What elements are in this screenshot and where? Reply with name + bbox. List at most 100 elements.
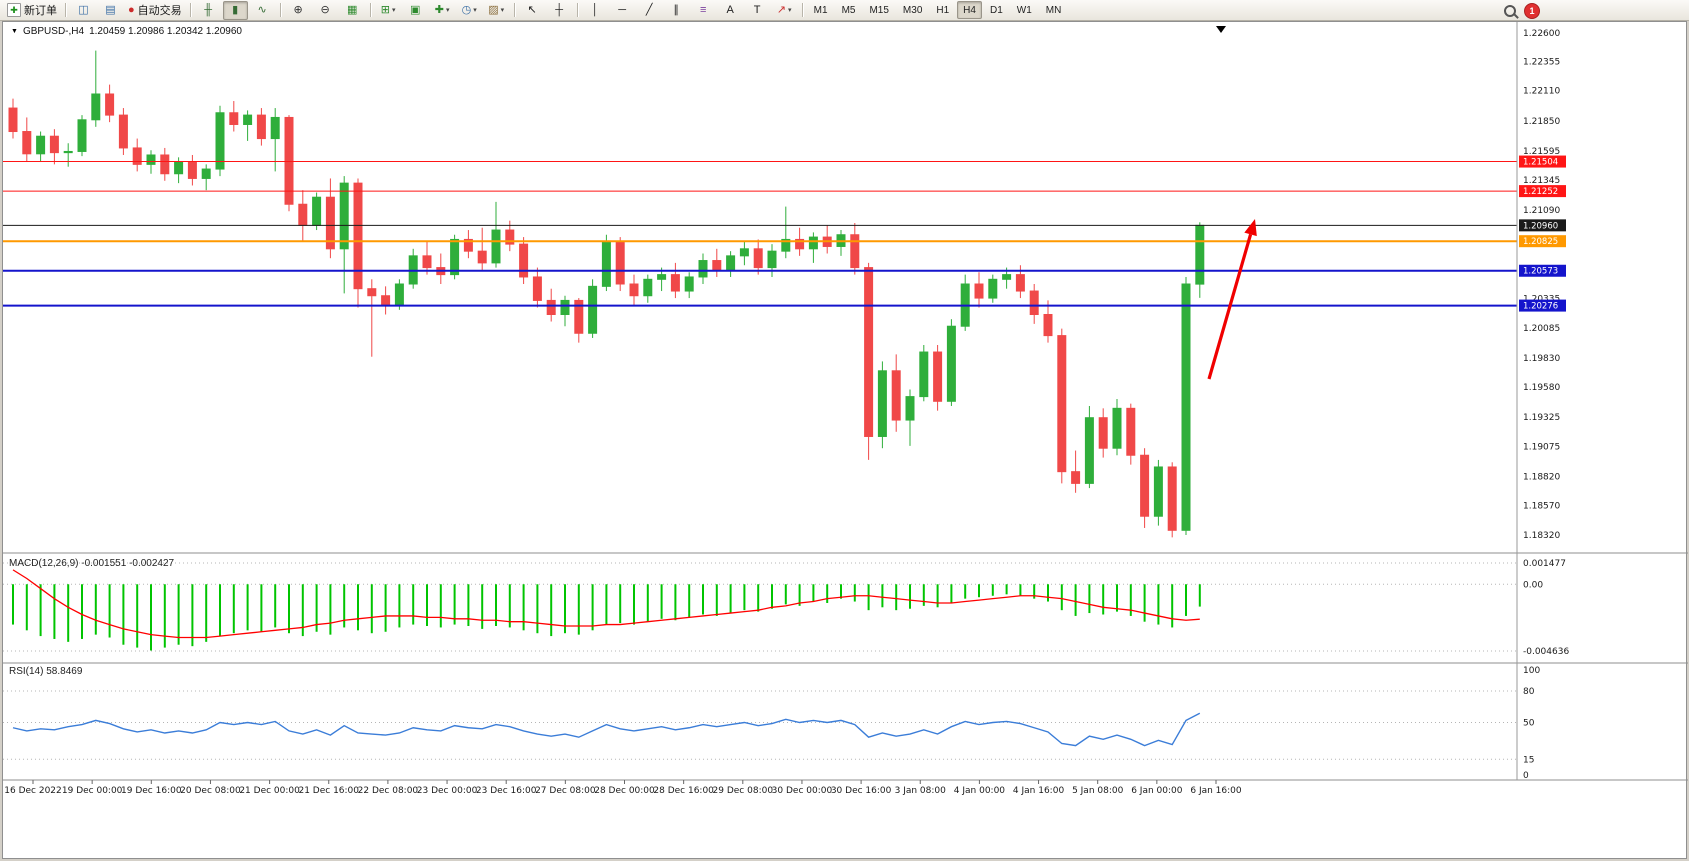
price-label-text: 1.20573 [1523, 267, 1558, 277]
cursor-button[interactable]: ↖ [520, 1, 545, 20]
vline-icon: │ [591, 3, 599, 16]
candle-body [601, 241, 611, 287]
bar-chart-icon: ╫ [204, 3, 213, 16]
candle-body [298, 203, 308, 226]
candle-body [1126, 407, 1136, 456]
candle-body [270, 116, 280, 140]
text-button[interactable]: A [718, 1, 743, 20]
timeframe-m30[interactable]: M30 [902, 4, 923, 16]
rsi-axis-tick: 80 [1523, 687, 1535, 697]
candle-body [1195, 224, 1205, 285]
trendline-button[interactable]: ╱ [637, 1, 662, 20]
candle-body [1098, 417, 1108, 449]
price-axis-tick: 1.18820 [1523, 472, 1560, 482]
fibonacci-button[interactable]: ≡ [691, 1, 716, 20]
timeframe-m15[interactable]: M15 [869, 4, 889, 16]
chevron-down-icon[interactable]: ▼ [11, 28, 18, 35]
arrange-charts-button[interactable]: ▣ [403, 1, 428, 20]
time-axis-label: 28 Dec 00:00 [594, 786, 655, 796]
label-icon: T [753, 3, 761, 16]
toolbar-separator [576, 3, 578, 17]
templates-button[interactable]: ▨ ▾ [484, 1, 509, 20]
zoom-out-button[interactable]: ⊖ [313, 1, 338, 20]
price-label-text: 1.21504 [1523, 158, 1558, 168]
chevron-down-icon: ▾ [446, 7, 450, 14]
time-axis-label: 30 Dec 16:00 [831, 786, 892, 796]
rsi-axis-tick: 50 [1523, 719, 1535, 729]
indicators-icon: ✚ [434, 3, 444, 16]
periods-button[interactable]: ◷ ▾ [457, 1, 482, 20]
candle-body [339, 182, 349, 250]
notification-badge[interactable]: 1 [1524, 3, 1540, 19]
tile-windows-button[interactable]: ▦ [340, 1, 365, 20]
candle-body [229, 112, 239, 125]
line-chart-button[interactable]: ∿ [250, 1, 275, 20]
time-axis-label: 5 Jan 08:00 [1072, 786, 1124, 796]
autotrading-button-label: 自动交易 [137, 5, 182, 17]
candle-body [243, 114, 253, 125]
candle-body [588, 285, 598, 334]
candle-body [864, 267, 874, 437]
new-order-icon: ✚ [7, 3, 21, 17]
price-label-box [1519, 219, 1566, 232]
candle-body [850, 234, 860, 269]
candle-body [877, 370, 887, 437]
chevron-down-icon: ▾ [392, 7, 396, 14]
arrows-button[interactable]: ↗ ▾ [772, 1, 797, 20]
timeframe-h4[interactable]: H4 [957, 1, 982, 19]
price-axis-tick: 1.19325 [1523, 413, 1560, 423]
equidistant-channel-button[interactable]: ∥ [664, 1, 689, 20]
timeframe-mn[interactable]: MN [1045, 4, 1062, 16]
text-label-button[interactable]: T [745, 1, 770, 20]
price-label-text: 1.20960 [1523, 221, 1558, 231]
zoom-in-button[interactable]: ⊕ [286, 1, 311, 20]
trend-arrow-head[interactable] [1244, 219, 1257, 237]
candle-body [450, 238, 460, 276]
candle-body [643, 278, 653, 297]
bar-chart-button[interactable]: ╫ [196, 1, 221, 20]
time-axis-label: 3 Jan 08:00 [895, 786, 947, 796]
candle-body [463, 238, 473, 252]
crosshair-button[interactable]: ┼ [547, 1, 572, 20]
candle-body [36, 135, 46, 155]
candle-body [160, 154, 170, 175]
new-chart-button[interactable]: ⊞ ▾ [376, 1, 401, 20]
data-window-button[interactable]: ▤ [98, 1, 123, 20]
profiles-button[interactable]: ◫ [71, 1, 96, 20]
price-axis-tick: 1.21345 [1523, 176, 1560, 186]
timeframe-m5[interactable]: M5 [841, 4, 856, 16]
gbpusd-h4-chart-canvas[interactable]: 1.22600 1.22355 1.22110 1.21850 1.21595 1.213… [3, 22, 1688, 858]
timeframe-h1[interactable]: H1 [936, 4, 950, 16]
symbol-timeframe-label: GBPUSD-,H4 [22, 26, 85, 37]
indicators-button[interactable]: ✚ ▾ [430, 1, 455, 20]
candlestick-chart-button[interactable]: ▮ [222, 0, 248, 20]
autotrading-button[interactable]: ● 自动交易 [125, 1, 185, 20]
toolbar-separator [513, 3, 515, 17]
timeframe-d1[interactable]: D1 [989, 4, 1003, 16]
candle-body [629, 283, 639, 297]
price-axis-tick: 1.18570 [1523, 502, 1560, 512]
search-icon[interactable] [1504, 5, 1516, 17]
price-axis-tick: 1.22355 [1523, 58, 1560, 68]
macd-axis-tick: 0.001477 [1523, 559, 1566, 569]
trend-arrow-line[interactable] [1207, 233, 1253, 380]
candle-body [1181, 283, 1191, 531]
candle-body [1015, 274, 1025, 292]
new-order-button[interactable]: ✚ 新订单 [4, 1, 60, 20]
candle-body [739, 248, 749, 257]
vertical-line-button[interactable]: │ [583, 1, 608, 20]
timeframe-w1[interactable]: W1 [1016, 4, 1032, 16]
candle-body [712, 260, 722, 271]
chart-shift-marker[interactable] [1216, 26, 1226, 33]
toolbar-separator [801, 3, 803, 17]
candle-body [933, 351, 943, 402]
candle-body [394, 283, 404, 306]
candle-body [91, 93, 101, 121]
timeframe-m1[interactable]: M1 [813, 4, 828, 16]
candle-body [49, 135, 59, 154]
candle-body [118, 114, 128, 149]
candle-body [1057, 335, 1067, 473]
candle-body [422, 255, 432, 269]
horizontal-line-button[interactable]: ─ [610, 1, 635, 20]
candle-body [132, 147, 142, 165]
